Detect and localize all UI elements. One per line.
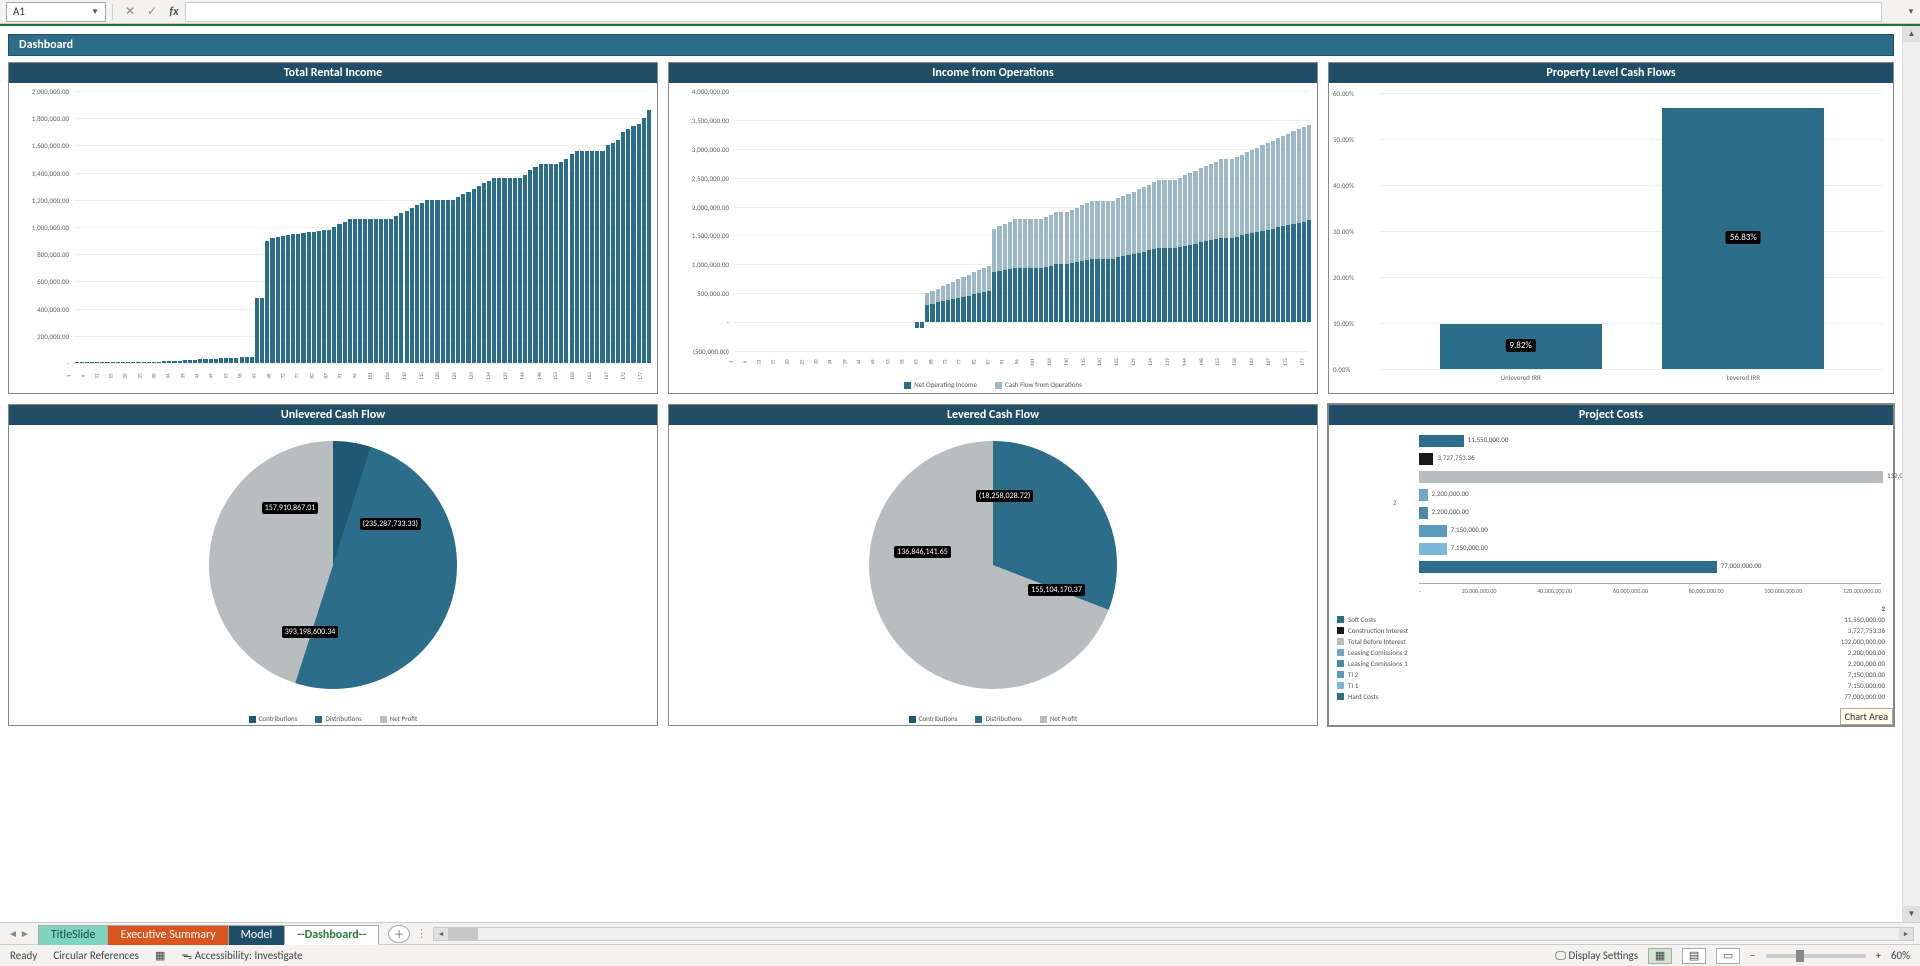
scroll-right-button[interactable]: ► [1899,928,1913,940]
scroll-left-button[interactable]: ◄ [434,928,448,940]
view-normal-button[interactable]: ▦ [1648,948,1672,964]
separator [112,4,113,20]
worksheet-area: Dashboard Total Rental Income -200,000.0… [0,24,1920,922]
view-page-break-button[interactable]: ▭ [1716,948,1740,964]
view-page-layout-button[interactable]: ▤ [1682,948,1706,964]
enter-formula-button[interactable]: ✓ [141,2,163,22]
panel-project-costs[interactable]: Project Costs Chart Area 211,550,000.003… [1328,404,1894,726]
levered-pie-body: (18,258,028.72)155,104,170.37136,846,141… [669,425,1317,725]
cancel-formula-button[interactable]: ✕ [119,2,141,22]
tab-nav-buttons[interactable]: ◄ ► [0,927,38,940]
pie-legend: Contributions Distributions Net Profit [669,714,1317,723]
chart-grid: Total Rental Income -200,000.00400,000.0… [8,62,1894,726]
zoom-slider[interactable] [1766,954,1866,958]
formula-bar: A1 ▼ ✕ ✓ fx ▾ [0,0,1920,24]
status-ready: Ready [10,949,37,962]
chart-title: Levered Cash Flow [669,405,1317,425]
zoom-in-button[interactable]: + [1876,949,1881,962]
chart-title: Unlevered Cash Flow [9,405,657,425]
rental-chart-body: -200,000.00400,000.00600,000.00800,000.0… [9,83,657,393]
display-settings-button[interactable]: 🖵 Display Settings [1555,949,1638,963]
scroll-thumb[interactable] [448,928,478,940]
add-sheet-button[interactable]: ＋ [388,925,410,943]
status-circular-refs: Circular References [53,949,139,962]
panel-irr: Property Level Cash Flows 0.00%10.00%20.… [1328,62,1894,394]
sheet-canvas[interactable]: Dashboard Total Rental Income -200,000.0… [0,26,1902,922]
sheet-tabs-row: ◄ ► TitleSlideExecutive SummaryModel--Da… [0,922,1920,944]
chart-title: Property Level Cash Flows [1329,63,1893,83]
ops-chart-body: (500,000.00)-500,000.001,000,000.001,500… [669,83,1317,393]
scroll-down-button[interactable]: ▼ [1903,906,1920,922]
zoom-out-button[interactable]: − [1750,949,1755,962]
sheet-tab-executive-summary[interactable]: Executive Summary [107,925,228,945]
chart-title: Project Costs [1329,405,1893,425]
panel-levered-cf: Levered Cash Flow (18,258,028.72)155,104… [668,404,1318,726]
accessibility-status[interactable]: ᯓ Accessibility: Investigate [181,948,302,963]
expand-formula-bar-button[interactable]: ▾ [1902,6,1920,17]
chevron-down-icon: ▼ [91,7,99,17]
horizontal-scrollbar[interactable]: ◄ ► [433,927,1914,941]
scroll-up-button[interactable]: ▲ [1903,26,1920,42]
sheet-tab--dashboard-[interactable]: --Dashboard-- [284,925,379,945]
cell-reference: A1 [13,5,25,18]
panel-rental-income: Total Rental Income -200,000.00400,000.0… [8,62,658,394]
display-settings-icon: 🖵 [1555,949,1566,962]
costs-chart-body: Chart Area 211,550,000.003,727,753.36132… [1329,425,1893,725]
chart-title: Total Rental Income [9,63,657,83]
panel-unlevered-cf: Unlevered Cash Flow (235,287,733.33)393,… [8,404,658,726]
zoom-level[interactable]: 60% [1891,949,1910,962]
tab-nav-next-icon[interactable]: ► [20,927,30,940]
formula-input[interactable] [185,2,1882,22]
fx-icon[interactable]: fx [163,2,185,22]
macro-record-icon[interactable]: ▦ [155,949,165,962]
name-box[interactable]: A1 ▼ [6,2,106,22]
accessibility-icon: ᯓ [181,949,192,962]
panel-income-ops: Income from Operations (500,000.00)-500,… [668,62,1318,394]
status-bar: Ready Circular References ▦ ᯓ Accessibil… [0,944,1920,966]
sheet-tab-titleslide[interactable]: TitleSlide [38,925,109,945]
chart-title: Income from Operations [669,63,1317,83]
pie-legend: Contributions Distributions Net Profit [9,714,657,723]
dashboard-title-bar: Dashboard [8,34,1894,56]
tab-split-handle[interactable]: ⋮ [416,927,427,940]
chart-area-tooltip: Chart Area [1840,708,1893,725]
vertical-scrollbar[interactable]: ▲ ▼ [1902,26,1920,922]
sheet-tab-model[interactable]: Model [228,925,286,945]
tab-nav-prev-icon[interactable]: ◄ [8,927,18,940]
irr-chart-body: 0.00%10.00%20.00%30.00%40.00%50.00%60.00… [1329,83,1893,393]
unlevered-pie-body: (235,287,733.33)393,198,600.34157,910,86… [9,425,657,725]
